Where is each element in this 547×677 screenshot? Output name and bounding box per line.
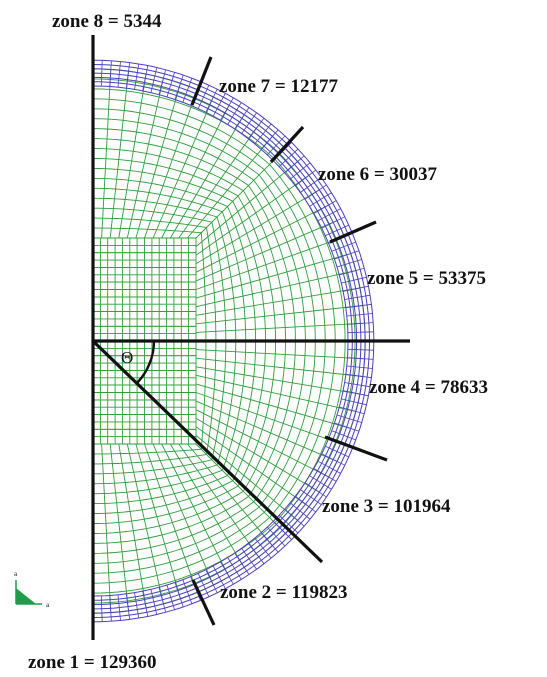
zone-5-label: zone 5 = 53375 — [367, 268, 486, 289]
triad-axis-b: a — [46, 603, 50, 609]
zone-2-tick — [191, 579, 216, 626]
zone-8-label: zone 8 = 5344 — [52, 11, 162, 32]
zone-6-label: zone 6 = 30037 — [318, 164, 438, 185]
zone-6-tick — [269, 125, 305, 164]
zone-2-label: zone 2 = 119823 — [220, 582, 347, 603]
zone-1-label: zone 1 = 129360 — [28, 652, 157, 673]
zone-5-tick — [329, 220, 377, 244]
theta-symbol: Θ — [121, 348, 133, 367]
zone-3-label: zone 3 = 101964 — [322, 496, 451, 517]
diagonal-line — [91, 339, 324, 564]
zone-7-tick — [190, 56, 213, 106]
zone-7-label: zone 7 = 12177 — [219, 76, 339, 97]
zone-tick-marks — [190, 56, 388, 626]
theta-arc — [136, 340, 156, 384]
zone-3-tick — [324, 435, 388, 462]
zone-4-label: zone 4 = 78633 — [369, 377, 488, 398]
triad-axis-a: a — [14, 572, 18, 578]
coordinate-triad-icon: a a — [14, 572, 50, 609]
